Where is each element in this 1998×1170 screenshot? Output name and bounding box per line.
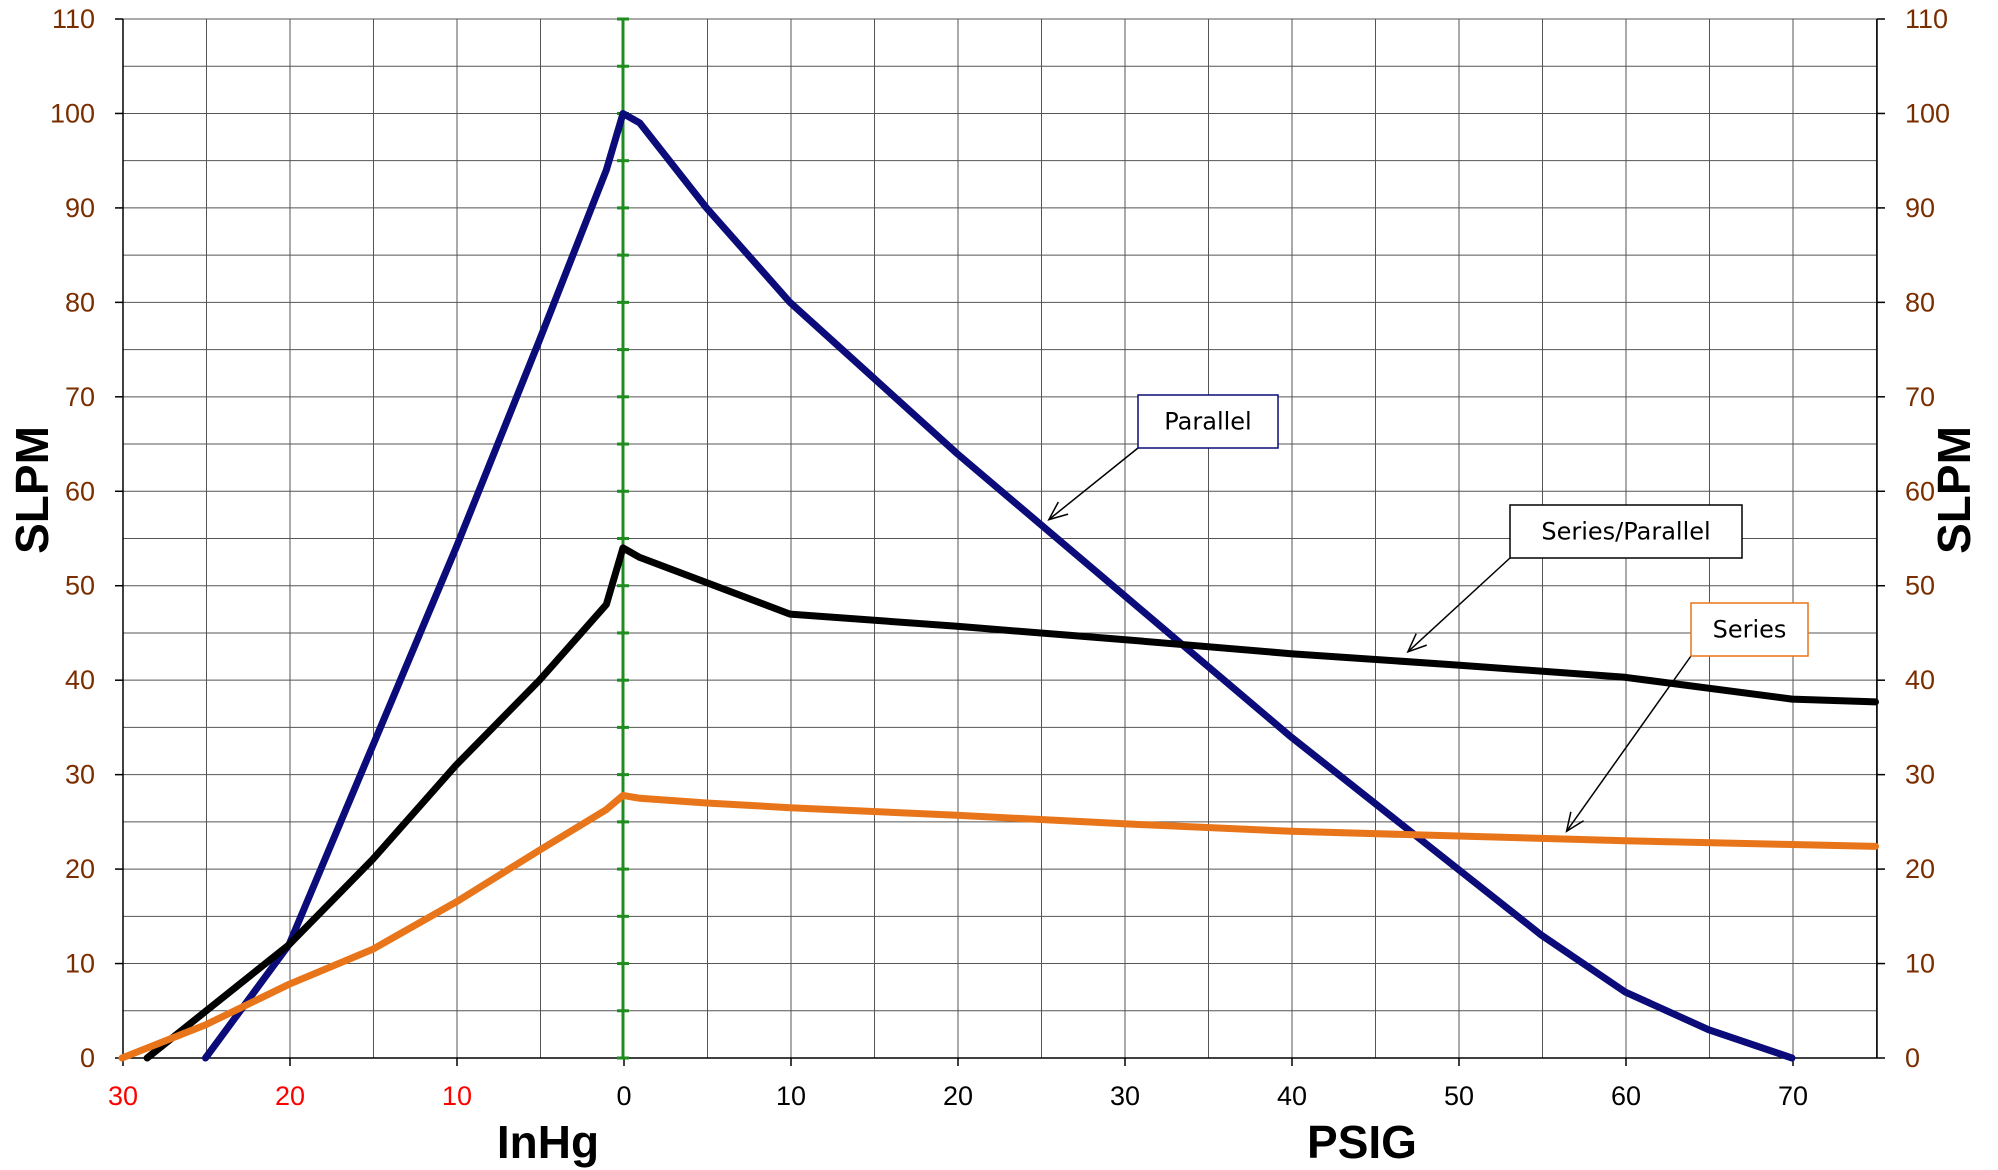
series-line-parallel [202,110,1796,1062]
y-tick-label-right: 60 [1905,476,1935,506]
y-tick-label-left: 70 [65,382,95,412]
y-tick-label-left: 90 [65,193,95,223]
callout-arrowhead [1406,633,1427,654]
x-tick-label: 50 [1444,1081,1474,1111]
y-tick-label-left: 50 [65,571,95,601]
y-axis-title-left: SLPM [6,426,58,554]
y-tick-label-left: 80 [65,287,95,317]
series-line-series-parallel [143,544,1879,1062]
y-tick-label-left: 100 [50,98,95,128]
y-tick-label-right: 40 [1905,665,1935,695]
x-axis-title-psig: PSIG [1307,1116,1417,1168]
y-tick-label-right: 110 [1905,4,1948,34]
x-tick-label: 10 [776,1081,806,1111]
x-tick-label: 70 [1778,1081,1808,1111]
x-tick-label: 10 [442,1081,472,1111]
y-tick-label-left: 20 [65,854,95,884]
y-tick-label-right: 10 [1905,949,1935,979]
callout-parallel: Parallel [1047,394,1279,521]
x-tick-label: 30 [1110,1081,1140,1111]
y-tick-label-left: 60 [65,476,95,506]
x-tick-label: 40 [1277,1081,1307,1111]
x-axis-title-inhg: InHg [497,1116,599,1168]
y-axis-title-right: SLPM [1928,426,1980,554]
y-tick-label-right: 0 [1905,1043,1920,1073]
x-tick-label: 20 [943,1081,973,1111]
callout-arrowhead [1565,811,1584,833]
callout-arrowhead [1047,501,1069,521]
y-tick-label-right: 90 [1905,193,1935,223]
callouts: Parallel Series/Parallel Series [1047,394,1809,833]
callout-label: Series [1713,616,1787,644]
y-tick-label-left: 110 [52,4,95,34]
y-tick-label-right: 50 [1905,571,1935,601]
callout-series-parallel: Series/Parallel [1406,504,1743,654]
y-tick-label-left: 40 [65,665,95,695]
y-tick-label-right: 70 [1905,382,1935,412]
axes: 0 0 10 10 20 20 30 30 40 40 50 50 60 60 70 70 80 80 90 90 10… [50,4,1950,1111]
callout-box [1690,602,1809,657]
callout-series: Series [1565,602,1809,833]
callout-leader-line [1407,557,1511,653]
series-line-series [118,791,1879,1062]
callout-box [1137,394,1279,449]
y-tick-label-right: 80 [1905,287,1935,317]
y-tick-label-right: 100 [1905,98,1950,128]
y-tick-label-left: 30 [65,760,95,790]
y-tick-label-right: 30 [1905,760,1935,790]
x-tick-label: 60 [1611,1081,1641,1111]
callout-label: Parallel [1164,408,1251,436]
x-tick-label: 30 [108,1081,138,1111]
callout-label: Series/Parallel [1541,518,1710,546]
y-tick-label-left: 0 [80,1043,95,1073]
x-tick-label: 0 [616,1081,631,1111]
x-tick-label: 20 [275,1081,305,1111]
series-lines [118,110,1879,1062]
y-tick-label-left: 10 [65,949,95,979]
callout-leader-line [1565,655,1692,832]
y-tick-label-right: 20 [1905,854,1935,884]
callout-leader-line [1048,447,1139,521]
callout-box [1509,504,1743,559]
